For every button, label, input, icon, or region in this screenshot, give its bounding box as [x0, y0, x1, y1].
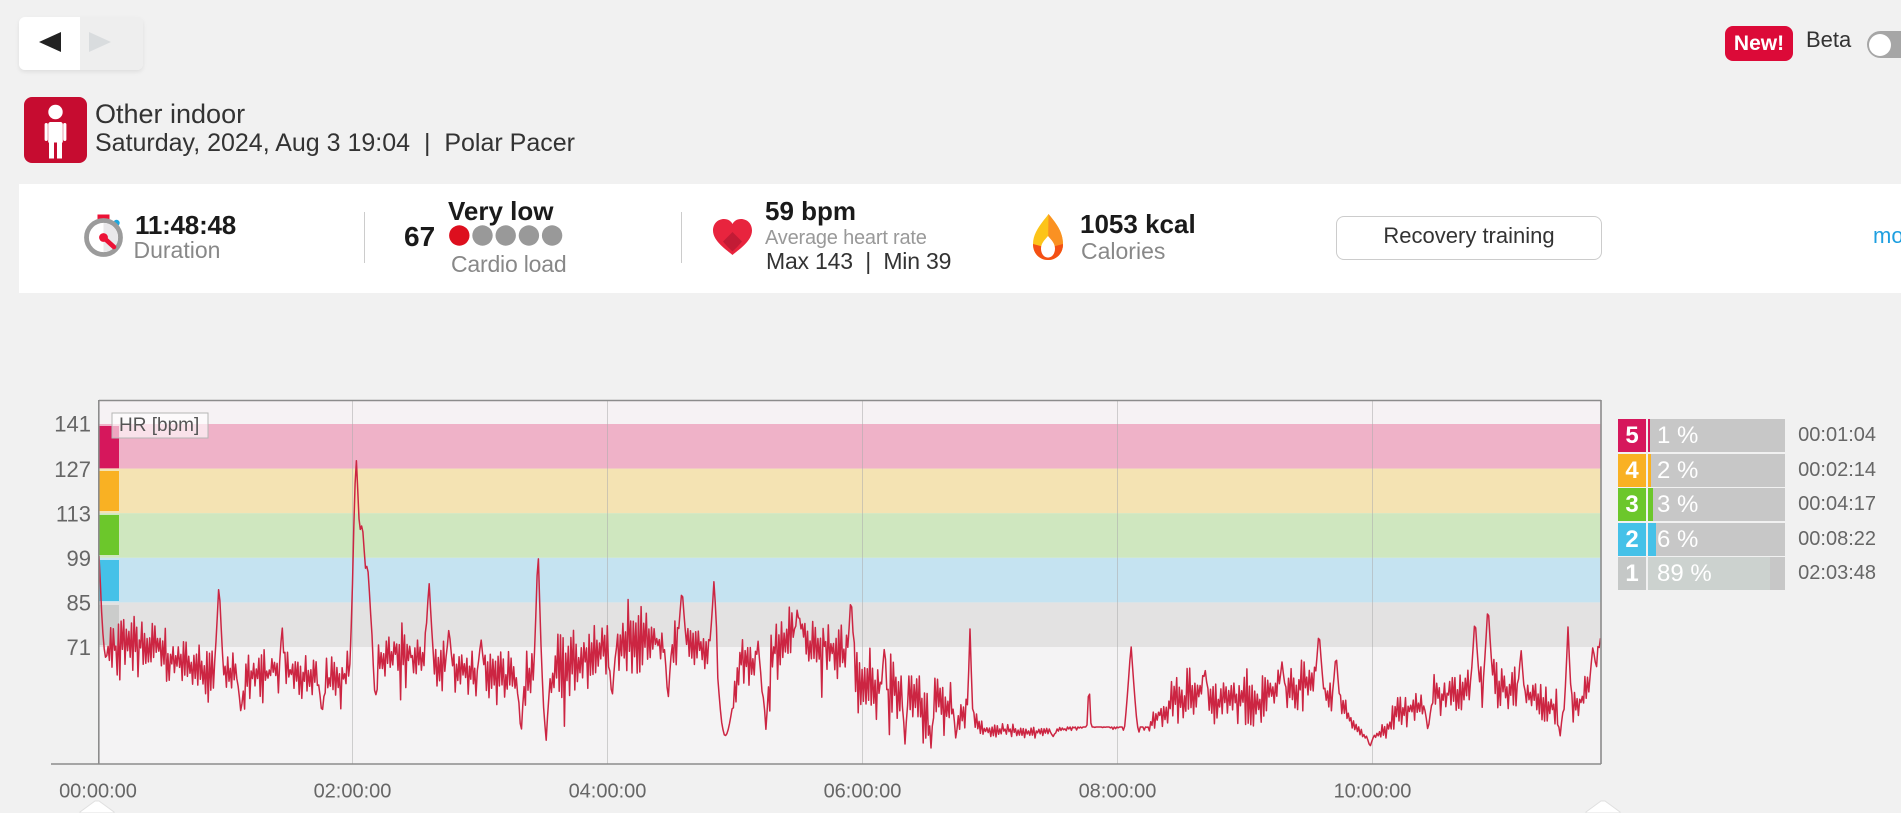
- svg-text:99: 99: [67, 546, 91, 571]
- svg-text:10:00:00: 10:00:00: [1334, 781, 1412, 803]
- svg-text:85: 85: [67, 591, 91, 616]
- svg-text:HR [bpm]: HR [bpm]: [119, 415, 199, 436]
- svg-text:06:00:00: 06:00:00: [824, 781, 902, 803]
- svg-text:113: 113: [56, 502, 91, 527]
- svg-text:127: 127: [54, 457, 91, 482]
- svg-text:71: 71: [67, 635, 91, 660]
- svg-text:141: 141: [54, 412, 91, 437]
- svg-text:08:00:00: 08:00:00: [1079, 781, 1157, 803]
- svg-text:02:00:00: 02:00:00: [314, 781, 392, 803]
- svg-text:00:00:00: 00:00:00: [59, 781, 137, 803]
- svg-text:04:00:00: 04:00:00: [569, 781, 647, 803]
